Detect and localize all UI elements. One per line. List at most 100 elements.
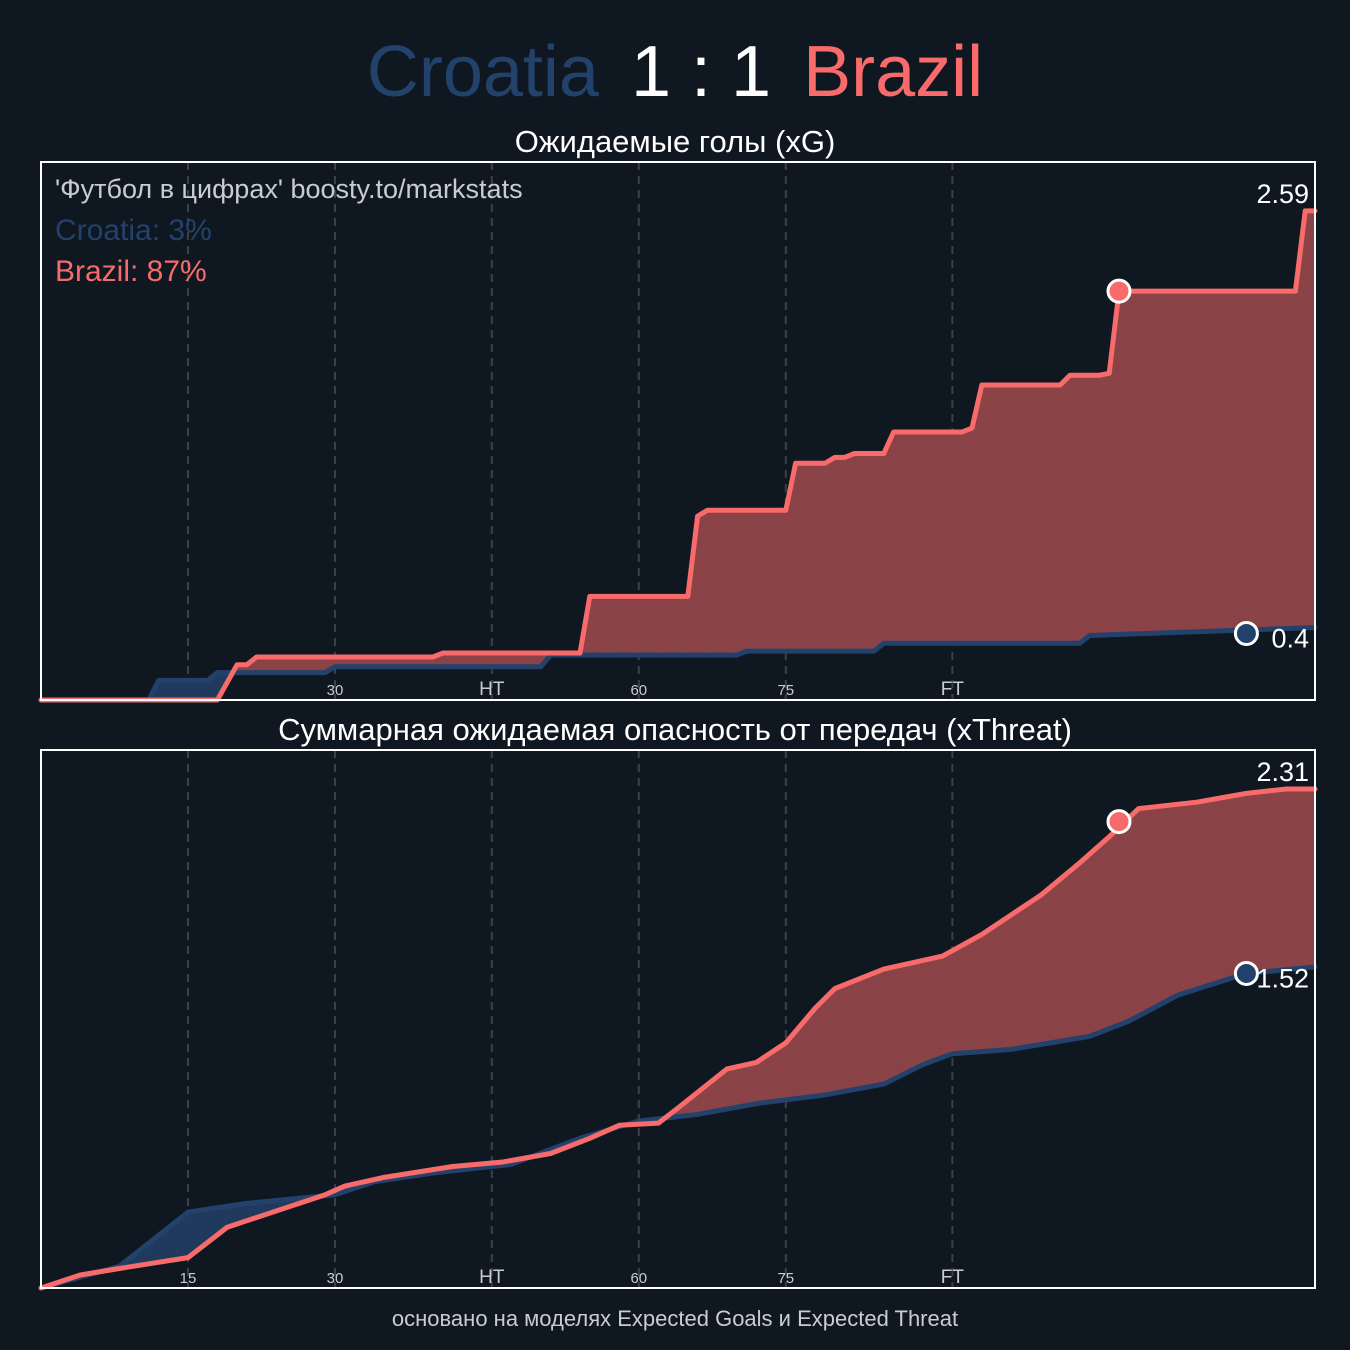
area-segment-0-478 bbox=[1211, 290, 1215, 632]
area-segment-0-495 bbox=[1253, 290, 1257, 631]
area-segment-0-433 bbox=[1101, 373, 1105, 636]
area-segment-0-263 bbox=[685, 596, 689, 656]
area-segment-0-473 bbox=[1199, 290, 1203, 632]
area-segment-1-381 bbox=[974, 936, 978, 1053]
area-segment-0-515 bbox=[1302, 210, 1306, 629]
area-segment-1-391 bbox=[998, 920, 1002, 1051]
area-segment-1-346 bbox=[888, 967, 892, 1083]
area-segment-0-57 bbox=[180, 680, 184, 701]
area-segment-1-416 bbox=[1059, 876, 1063, 1042]
area-segment-0-466 bbox=[1182, 290, 1186, 633]
area-segment-1-312 bbox=[805, 1016, 809, 1098]
area-segment-0-315 bbox=[812, 462, 816, 652]
end-value-1-croatia: 1.52 bbox=[1256, 963, 1309, 993]
area-segment-1-377 bbox=[964, 942, 968, 1054]
area-segment-1-356 bbox=[912, 961, 916, 1070]
area-segment-0-475 bbox=[1204, 290, 1208, 632]
area-segment-0-476 bbox=[1206, 290, 1210, 632]
area-segment-1-67 bbox=[204, 1208, 208, 1245]
area-segment-0-367 bbox=[939, 431, 943, 644]
area-segment-1-432 bbox=[1099, 842, 1103, 1033]
area-segment-1-461 bbox=[1170, 804, 1174, 1000]
area-segment-0-397 bbox=[1013, 384, 1017, 644]
area-segment-0-240 bbox=[628, 596, 632, 656]
area-segment-0-269 bbox=[699, 512, 703, 656]
area-segment-1-318 bbox=[819, 1000, 823, 1096]
area-segment-1-372 bbox=[952, 948, 956, 1055]
area-segment-0-363 bbox=[930, 431, 934, 644]
area-segment-0-53 bbox=[170, 680, 174, 701]
area-segment-0-304 bbox=[785, 498, 789, 652]
area-segment-0-344 bbox=[883, 447, 887, 644]
area-segment-0-230 bbox=[604, 596, 608, 656]
area-segment-0-388 bbox=[991, 384, 995, 644]
area-segment-0-462 bbox=[1172, 290, 1176, 633]
area-segment-1-409 bbox=[1042, 890, 1046, 1045]
area-segment-0-338 bbox=[868, 453, 872, 652]
area-segment-0-277 bbox=[719, 509, 723, 656]
x-tick-label-0-4: 75 bbox=[777, 682, 794, 699]
area-segment-1-437 bbox=[1111, 831, 1115, 1029]
area-segment-0-252 bbox=[658, 596, 662, 656]
area-segment-1-415 bbox=[1057, 878, 1061, 1042]
area-segment-0-507 bbox=[1282, 290, 1286, 630]
area-segment-0-229 bbox=[601, 596, 605, 656]
area-segment-0-454 bbox=[1153, 290, 1157, 634]
area-segment-1-332 bbox=[854, 979, 858, 1090]
area-segment-0-373 bbox=[954, 431, 958, 644]
area-segment-1-65 bbox=[199, 1209, 203, 1249]
area-segment-0-387 bbox=[988, 384, 992, 644]
area-segment-1-505 bbox=[1277, 789, 1281, 971]
area-segment-0-278 bbox=[721, 509, 725, 656]
area-segment-0-228 bbox=[599, 596, 603, 656]
area-segment-1-453 bbox=[1150, 806, 1154, 1010]
area-segment-0-418 bbox=[1064, 376, 1068, 644]
area-segment-0-275 bbox=[714, 509, 718, 656]
credit-text: 'Футбол в цифрах' boosty.to/markstats bbox=[55, 174, 523, 204]
area-segment-1-326 bbox=[839, 985, 843, 1093]
area-segment-0-422 bbox=[1074, 374, 1078, 644]
area-segment-0-282 bbox=[731, 509, 735, 656]
area-segment-0-299 bbox=[773, 509, 777, 652]
area-segment-1-279 bbox=[724, 1068, 728, 1110]
area-segment-1-62 bbox=[192, 1210, 196, 1255]
end-value-0-croatia: 0.4 bbox=[1271, 623, 1309, 653]
area-segment-0-468 bbox=[1187, 290, 1191, 633]
area-segment-1-321 bbox=[827, 992, 831, 1095]
area-segment-0-236 bbox=[618, 596, 622, 656]
match-score: 1 : 1 bbox=[630, 32, 772, 112]
area-segment-1-494 bbox=[1251, 792, 1255, 974]
area-segment-1-320 bbox=[824, 995, 828, 1096]
area-segment-1-444 bbox=[1128, 814, 1132, 1022]
area-segment-1-360 bbox=[922, 959, 926, 1065]
area-segment-1-292 bbox=[756, 1060, 760, 1104]
area-segment-0-380 bbox=[971, 417, 975, 644]
area-segment-1-501 bbox=[1268, 790, 1272, 972]
area-segment-0-404 bbox=[1030, 384, 1034, 644]
area-segment-0-409 bbox=[1042, 384, 1046, 644]
area-segment-0-321 bbox=[827, 459, 831, 652]
area-segment-0-235 bbox=[616, 596, 620, 656]
area-segment-1-490 bbox=[1241, 793, 1245, 976]
area-segment-0-416 bbox=[1059, 381, 1063, 644]
area-segment-0-54 bbox=[173, 680, 177, 701]
area-segment-1-374 bbox=[956, 946, 961, 1054]
area-segment-1-503 bbox=[1273, 789, 1277, 972]
area-segment-1-52 bbox=[168, 1225, 172, 1262]
area-segment-0-291 bbox=[753, 509, 757, 652]
area-segment-0-301 bbox=[778, 509, 782, 652]
area-segment-1-354 bbox=[907, 962, 912, 1073]
area-segment-0-334 bbox=[858, 453, 863, 652]
area-segment-0-444 bbox=[1128, 290, 1132, 635]
area-segment-0-379 bbox=[969, 427, 973, 644]
area-segment-0-485 bbox=[1228, 290, 1232, 631]
area-segment-0-333 bbox=[856, 453, 860, 652]
area-segment-0-305 bbox=[787, 486, 792, 652]
area-segment-1-429 bbox=[1091, 849, 1095, 1036]
goal-marker-1-brazil bbox=[1106, 809, 1132, 835]
area-segment-1-485 bbox=[1228, 795, 1232, 980]
area-segment-0-331 bbox=[851, 453, 855, 652]
area-segment-0-375 bbox=[959, 431, 963, 644]
area-segment-1-368 bbox=[942, 954, 946, 1058]
area-segment-1-276 bbox=[716, 1074, 720, 1112]
